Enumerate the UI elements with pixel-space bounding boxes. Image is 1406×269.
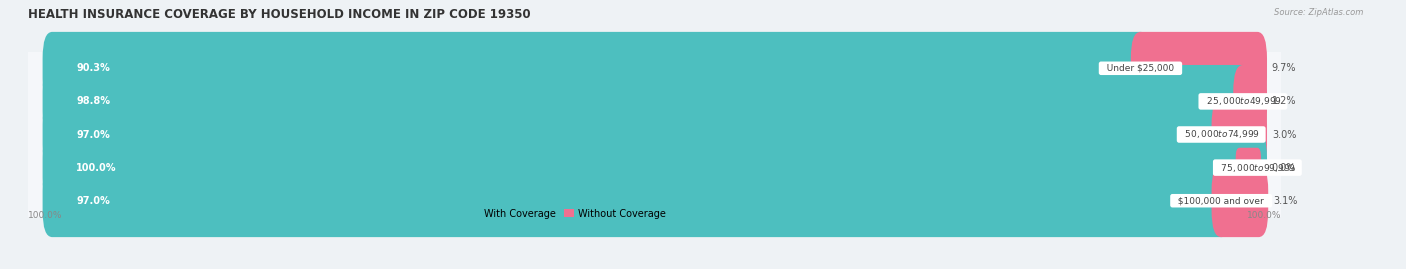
FancyBboxPatch shape (42, 164, 1230, 237)
FancyBboxPatch shape (42, 131, 1267, 204)
FancyBboxPatch shape (42, 32, 1150, 105)
Text: $25,000 to $49,999: $25,000 to $49,999 (1201, 95, 1285, 107)
Text: 90.3%: 90.3% (76, 63, 110, 73)
FancyBboxPatch shape (1236, 148, 1261, 187)
FancyBboxPatch shape (42, 131, 1267, 204)
Text: 100.0%: 100.0% (76, 162, 117, 173)
Text: 0.0%: 0.0% (1272, 162, 1296, 173)
FancyBboxPatch shape (42, 98, 1267, 171)
Text: 9.7%: 9.7% (1272, 63, 1296, 73)
FancyBboxPatch shape (42, 98, 1230, 171)
FancyBboxPatch shape (42, 65, 1267, 138)
Text: 97.0%: 97.0% (76, 129, 110, 140)
Text: $50,000 to $74,999: $50,000 to $74,999 (1180, 129, 1264, 140)
FancyBboxPatch shape (1130, 32, 1267, 105)
Text: 1.2%: 1.2% (1272, 96, 1296, 107)
Text: HEALTH INSURANCE COVERAGE BY HOUSEHOLD INCOME IN ZIP CODE 19350: HEALTH INSURANCE COVERAGE BY HOUSEHOLD I… (28, 8, 530, 21)
Text: Under $25,000: Under $25,000 (1101, 64, 1180, 73)
FancyBboxPatch shape (28, 118, 1281, 151)
FancyBboxPatch shape (42, 164, 1267, 237)
FancyBboxPatch shape (28, 151, 1281, 184)
FancyBboxPatch shape (28, 85, 1281, 118)
FancyBboxPatch shape (1212, 98, 1267, 171)
Text: $75,000 to $99,999: $75,000 to $99,999 (1215, 162, 1299, 174)
FancyBboxPatch shape (1212, 164, 1268, 237)
FancyBboxPatch shape (28, 52, 1281, 85)
Text: 98.8%: 98.8% (76, 96, 110, 107)
Text: Source: ZipAtlas.com: Source: ZipAtlas.com (1274, 8, 1364, 17)
FancyBboxPatch shape (1233, 65, 1267, 138)
Legend: With Coverage, Without Coverage: With Coverage, Without Coverage (467, 205, 669, 223)
Text: 100.0%: 100.0% (1247, 211, 1281, 220)
Text: 100.0%: 100.0% (28, 211, 63, 220)
FancyBboxPatch shape (42, 65, 1253, 138)
Text: 3.0%: 3.0% (1272, 129, 1296, 140)
FancyBboxPatch shape (42, 32, 1267, 105)
FancyBboxPatch shape (28, 184, 1281, 217)
Text: 3.1%: 3.1% (1272, 196, 1298, 206)
Text: $100,000 and over: $100,000 and over (1173, 196, 1270, 205)
Text: 97.0%: 97.0% (76, 196, 110, 206)
